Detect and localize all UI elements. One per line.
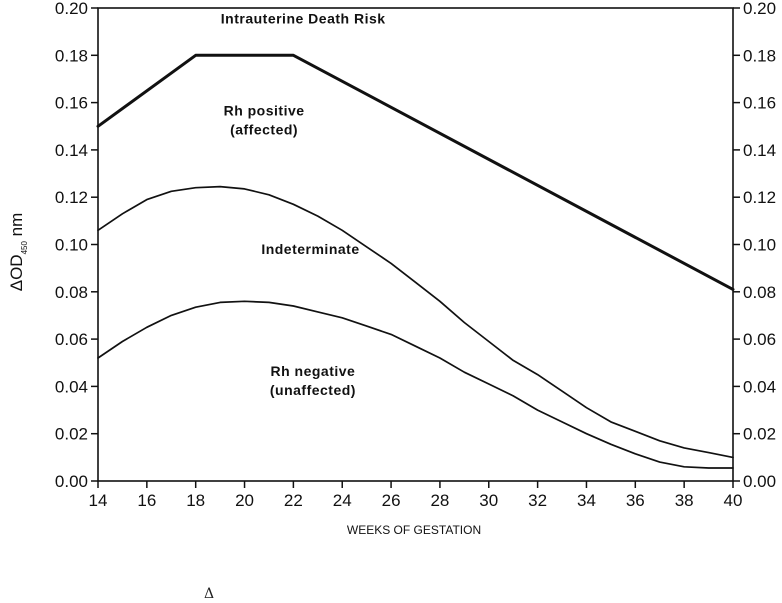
x-tick-label: 16 <box>137 491 156 510</box>
annotation-line: Indeterminate <box>261 241 359 257</box>
y-tick-label-right: 0.14 <box>743 141 776 160</box>
plot-frame <box>97 7 734 482</box>
y-tick-label-left: 0.04 <box>55 377 88 396</box>
x-tick-label: 18 <box>186 491 205 510</box>
series-layer <box>96 53 735 469</box>
y-tick-label-right: 0.06 <box>743 330 776 349</box>
x-axis-title: WEEKS OF GESTATION <box>347 523 481 537</box>
annotation-3: Indeterminate <box>261 241 359 257</box>
annotation-layer: Intrauterine Death Risk Rh positive (affec… <box>221 10 386 398</box>
x-tick-label: 36 <box>626 491 645 510</box>
annotation-line: Intrauterine Death Risk <box>221 10 386 26</box>
y-tick-label-left: 0.20 <box>55 0 88 18</box>
series-line-1 <box>96 53 735 291</box>
x-tick-label: 38 <box>675 491 694 510</box>
series-line-3 <box>97 300 734 469</box>
y-axis-title-prefix: ΔOD <box>7 254 26 291</box>
y-tick-label-left: 0.14 <box>55 141 88 160</box>
x-tick-label: 30 <box>479 491 498 510</box>
y-tick-label-right: 0.00 <box>743 472 776 491</box>
y-axis-title: ΔOD450 nm <box>7 213 29 292</box>
x-tick-label: 22 <box>284 491 303 510</box>
y-tick-label-left: 0.12 <box>55 188 88 207</box>
annotation-4: Rh negative (unaffected) <box>270 363 356 398</box>
y-tick-label-right: 0.18 <box>743 46 776 65</box>
y-tick-label-left: 0.08 <box>55 283 88 302</box>
y-tick-label-left: 0.18 <box>55 46 88 65</box>
x-tick-label: 20 <box>235 491 254 510</box>
y-tick-label-left: 0.16 <box>55 94 88 113</box>
x-tick-label: 14 <box>89 491 108 510</box>
x-tick-label: 26 <box>382 491 401 510</box>
y-tick-label-left: 0.06 <box>55 330 88 349</box>
annotation-1: Intrauterine Death Risk <box>221 10 386 26</box>
annotation-line: (affected) <box>230 122 298 138</box>
x-tick-label: 24 <box>333 491 352 510</box>
series-line-2 <box>97 185 734 459</box>
x-axis: 14 16 18 20 22 24 26 28 30 32 34 36 38 40 <box>89 481 743 510</box>
y-axis-left: 0.00 0.02 0.04 0.06 0.08 0.10 0.12 0.14 0.16 0.18… <box>55 0 98 491</box>
y-tick-label-right: 0.12 <box>743 188 776 207</box>
plot-area <box>97 7 734 482</box>
annotation-2: Rh positive (affected) <box>224 103 305 138</box>
x-tick-label: 32 <box>528 491 547 510</box>
annotation-line: Rh negative <box>270 363 355 379</box>
annotation-line: Rh positive <box>224 103 305 119</box>
y-tick-label-left: 0.00 <box>55 472 88 491</box>
y-tick-label-right: 0.10 <box>743 236 776 255</box>
y-tick-label-right: 0.04 <box>743 377 776 396</box>
footer-glyph: Δ <box>204 586 215 602</box>
y-axis-title-suffix: nm <box>7 213 26 241</box>
y-tick-label-right: 0.08 <box>743 283 776 302</box>
y-axis-right: 0.00 0.02 0.04 0.06 0.08 0.10 0.12 0.14 0.16 0.18… <box>733 0 776 491</box>
y-tick-label-left: 0.10 <box>55 236 88 255</box>
y-tick-label-right: 0.02 <box>743 425 776 444</box>
y-axis-title-subscript: 450 <box>20 241 29 255</box>
y-tick-label-right: 0.20 <box>743 0 776 18</box>
x-tick-label: 40 <box>724 491 743 510</box>
y-tick-label-right: 0.16 <box>743 94 776 113</box>
annotation-line: (unaffected) <box>270 382 356 398</box>
x-tick-label: 28 <box>430 491 449 510</box>
x-tick-label: 34 <box>577 491 596 510</box>
y-tick-label-left: 0.02 <box>55 425 88 444</box>
